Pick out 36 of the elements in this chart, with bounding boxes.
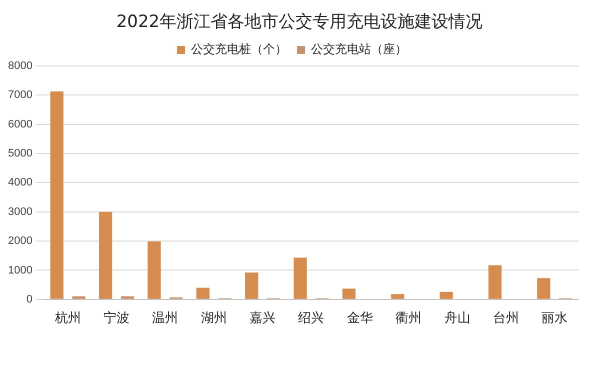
chart-title: 2022年浙江省各地市公交专用充电设施建设情况	[115, 11, 484, 34]
y-tick-label: 2000	[8, 235, 32, 248]
bar	[120, 296, 134, 299]
bar	[50, 91, 64, 299]
y-tick-label: 8000	[8, 60, 32, 72]
y-tick-label: 7000	[8, 89, 32, 102]
bar	[488, 265, 502, 299]
y-tick-label: 0	[26, 293, 32, 306]
bar	[98, 212, 112, 299]
y-tick-label: 5000	[8, 148, 32, 160]
bar	[342, 288, 356, 299]
bar	[391, 294, 404, 299]
legend-label: 公交充电桩（个）	[191, 42, 287, 56]
x-tick-label: 嘉兴	[250, 310, 276, 325]
x-tick-label: 台州	[492, 310, 519, 325]
x-tick-label: 宁波	[103, 310, 130, 325]
bar	[196, 288, 210, 299]
bar	[72, 296, 86, 299]
y-tick-label: 3000	[8, 206, 32, 218]
y-tick-label: 6000	[8, 118, 32, 130]
bar	[245, 272, 258, 299]
bar	[440, 292, 453, 299]
x-tick-label: 丽水	[542, 310, 568, 325]
x-tick-label: 杭州	[54, 310, 81, 325]
bar	[148, 241, 161, 299]
legend-label: 公交充电站（座）	[311, 42, 407, 56]
x-tick-label: 湖州	[200, 310, 227, 325]
y-tick-label: 4000	[8, 176, 32, 189]
x-tick-label: 绍兴	[298, 310, 324, 325]
x-tick-label: 衢州	[396, 310, 422, 325]
x-tick-label: 金华	[346, 310, 373, 325]
bar	[537, 278, 550, 299]
y-tick-label: 1000	[8, 264, 32, 276]
x-tick-label: 温州	[152, 310, 178, 325]
bar	[294, 258, 307, 299]
x-tick-label: 舟山	[444, 310, 470, 325]
